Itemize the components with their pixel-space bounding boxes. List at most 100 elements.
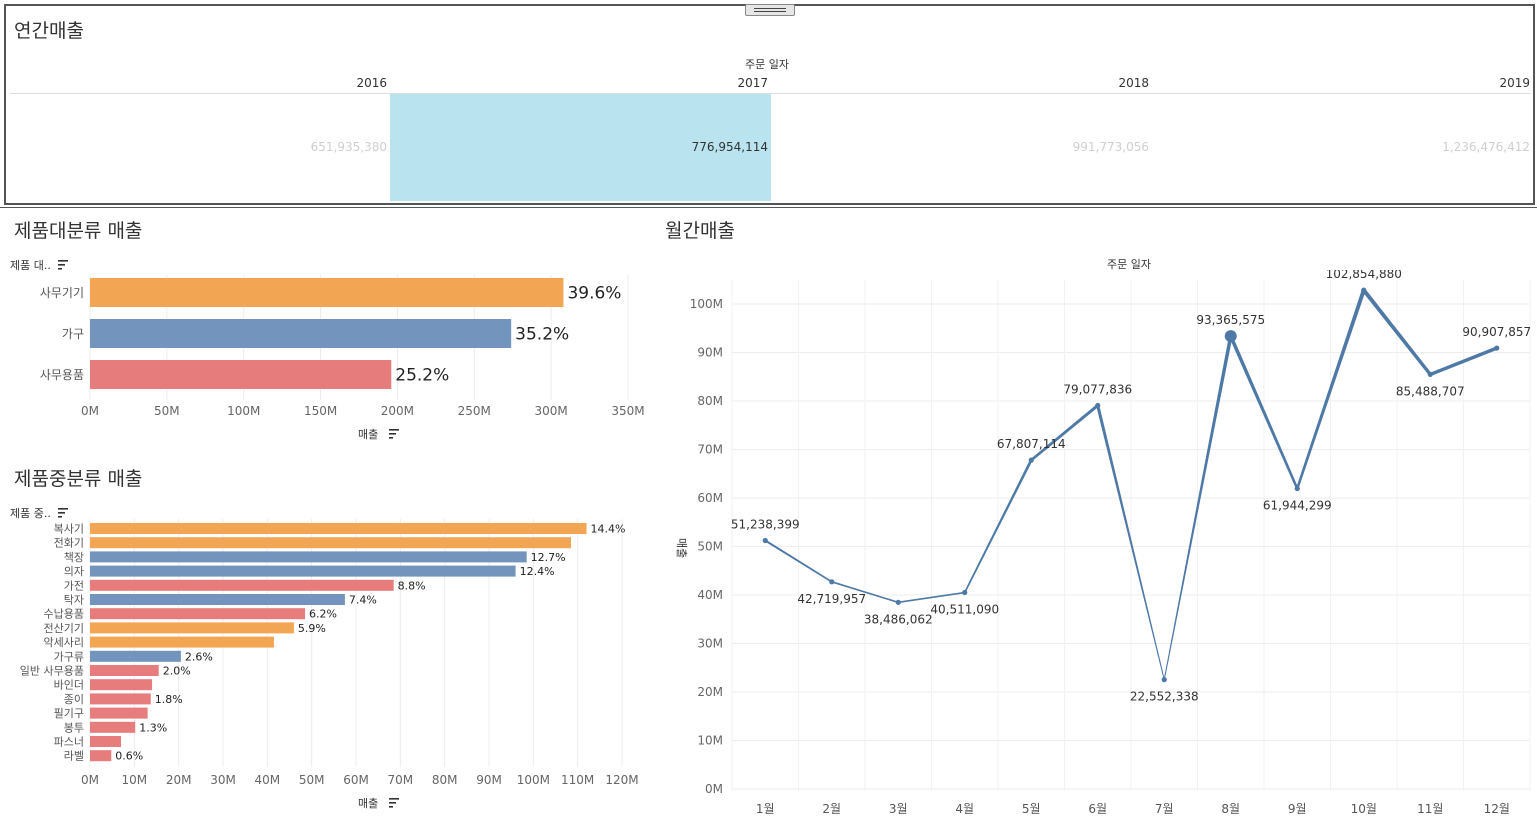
category-label[interactable]: 복사기 xyxy=(54,522,84,535)
category-label[interactable]: 사무용품 xyxy=(40,368,84,382)
line-segment[interactable] xyxy=(1296,289,1366,489)
bar[interactable] xyxy=(90,665,159,676)
sort-icon[interactable] xyxy=(58,260,68,270)
x-tick-label[interactable]: 3월 xyxy=(889,802,908,816)
line-segment[interactable] xyxy=(1096,405,1165,680)
category-label[interactable]: 바인더 xyxy=(54,679,84,692)
sort-icon[interactable] xyxy=(58,508,68,518)
category-label[interactable]: 가전 xyxy=(64,579,84,592)
x-tick-label: 110M xyxy=(561,773,594,787)
category-header[interactable]: 제품 대.. xyxy=(10,259,51,272)
x-tick-label[interactable]: 8월 xyxy=(1221,802,1240,816)
category-label[interactable]: 전화기 xyxy=(54,537,84,550)
category-label[interactable]: 의자 xyxy=(64,565,84,578)
bar[interactable] xyxy=(90,750,112,762)
year-label-2016[interactable]: 2016 xyxy=(356,76,387,90)
bar[interactable] xyxy=(90,736,122,747)
bar[interactable] xyxy=(90,319,512,348)
category-label[interactable]: 종이 xyxy=(64,693,84,706)
year-label-2019[interactable]: 2019 xyxy=(1499,76,1530,90)
x-tick-label: 120M xyxy=(605,773,638,787)
bar[interactable] xyxy=(90,707,148,719)
data-point[interactable] xyxy=(1161,677,1167,683)
x-tick-label[interactable]: 10월 xyxy=(1351,802,1377,816)
data-point[interactable] xyxy=(1095,402,1101,409)
bar[interactable] xyxy=(90,650,181,662)
line-segment[interactable] xyxy=(1362,288,1432,376)
category-label[interactable]: 라벨 xyxy=(64,750,84,763)
category-label[interactable]: 탁자 xyxy=(64,593,84,606)
selected-year-highlight[interactable] xyxy=(390,94,771,201)
category-label[interactable]: 수납용품 xyxy=(44,608,84,621)
data-label: 51,238,399 xyxy=(731,517,800,531)
category-label[interactable]: 가구류 xyxy=(54,650,84,663)
line-segment[interactable] xyxy=(964,459,1033,593)
year-label-2018[interactable]: 2018 xyxy=(1118,76,1149,90)
data-point[interactable] xyxy=(895,599,901,605)
x-tick-label[interactable]: 2월 xyxy=(822,802,841,816)
bar[interactable] xyxy=(90,278,564,307)
x-tick-label[interactable]: 1월 xyxy=(756,802,775,816)
line-segment[interactable] xyxy=(1030,404,1099,462)
data-point[interactable] xyxy=(762,537,768,544)
annual-axis-title: 주문 일자 xyxy=(745,58,789,71)
line-segment[interactable] xyxy=(831,580,899,604)
data-point[interactable] xyxy=(962,589,968,596)
line-segment[interactable] xyxy=(764,539,833,583)
category-label[interactable]: 사무기기 xyxy=(40,286,84,300)
category-label[interactable]: 파스너 xyxy=(54,735,84,748)
year-value-2019[interactable]: 1,236,476,412 xyxy=(1442,140,1530,154)
bar[interactable] xyxy=(90,721,136,733)
category-label[interactable]: 봉투 xyxy=(64,721,84,734)
data-point[interactable] xyxy=(1028,457,1034,463)
x-tick-label[interactable]: 4월 xyxy=(955,802,974,816)
data-point[interactable] xyxy=(1294,485,1300,492)
monthly-y-axis-label[interactable]: 매출 xyxy=(675,538,688,558)
category-label[interactable]: 일반 사무용품 xyxy=(20,663,84,677)
x-tick-label[interactable]: 6월 xyxy=(1088,802,1107,816)
line-segment[interactable] xyxy=(1163,335,1233,680)
bar[interactable] xyxy=(90,537,572,549)
year-value-2017[interactable]: 776,954,114 xyxy=(691,140,768,154)
x-tick-label[interactable]: 5월 xyxy=(1022,802,1041,816)
category-label[interactable]: 악세사리 xyxy=(44,636,84,649)
year-value-2016[interactable]: 651,935,380 xyxy=(310,140,387,154)
bar[interactable] xyxy=(90,622,294,634)
sort-icon[interactable] xyxy=(389,798,399,808)
data-point[interactable] xyxy=(1427,371,1433,377)
bar[interactable] xyxy=(90,565,516,577)
bar[interactable] xyxy=(90,594,345,605)
bar[interactable] xyxy=(90,551,527,563)
bar[interactable] xyxy=(90,523,587,534)
line-segment[interactable] xyxy=(898,591,965,604)
y-tick-label: 20M xyxy=(697,685,723,699)
x-tick-label: 90M xyxy=(476,773,502,787)
x-tick-label: 0M xyxy=(81,773,99,787)
x-tick-label[interactable]: 7월 xyxy=(1155,802,1174,816)
x-tick-label[interactable]: 9월 xyxy=(1288,802,1307,816)
bar[interactable] xyxy=(90,693,151,705)
x-tick-label[interactable]: 12월 xyxy=(1484,802,1510,816)
data-point[interactable] xyxy=(1494,345,1500,351)
bar[interactable] xyxy=(90,636,274,648)
data-point[interactable] xyxy=(1224,330,1237,343)
data-point[interactable] xyxy=(1361,287,1367,293)
x-tick-label[interactable]: 11월 xyxy=(1417,802,1443,816)
sort-icon[interactable] xyxy=(389,429,399,439)
bar[interactable] xyxy=(90,579,394,591)
bar[interactable] xyxy=(90,360,392,389)
year-value-2018[interactable]: 991,773,056 xyxy=(1072,140,1149,154)
data-point[interactable] xyxy=(829,579,835,585)
category-label[interactable]: 책장 xyxy=(64,551,84,564)
category-label[interactable]: 필기구 xyxy=(54,707,84,720)
category-label[interactable]: 전산기기 xyxy=(44,622,84,635)
drag-handle[interactable] xyxy=(745,4,795,16)
bar-value-label: 35.2% xyxy=(515,325,569,345)
line-segment[interactable] xyxy=(1229,335,1299,490)
category-label[interactable]: 가구 xyxy=(62,327,84,341)
bar[interactable] xyxy=(90,608,306,620)
bar[interactable] xyxy=(90,679,153,691)
line-segment[interactable] xyxy=(1429,346,1498,376)
subcategory-header[interactable]: 제품 중.. xyxy=(10,507,51,520)
year-label-2017[interactable]: 2017 xyxy=(737,76,768,90)
